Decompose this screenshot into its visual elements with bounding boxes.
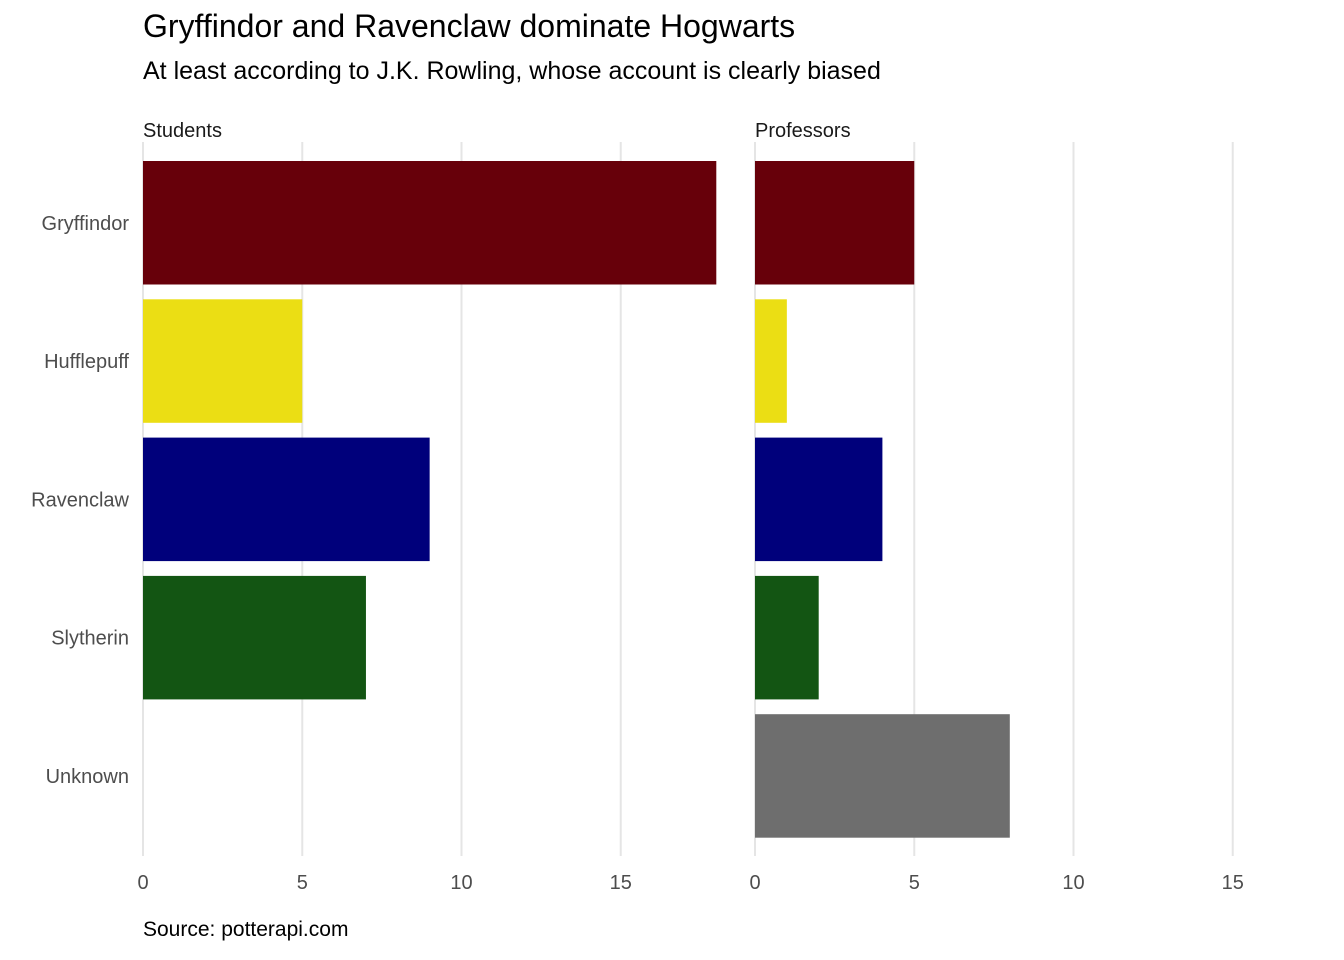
x-tick-label-1-1: 5 — [909, 872, 920, 894]
bar-students-hufflepuff — [143, 299, 303, 423]
panel-label-professors: Professors — [755, 120, 851, 142]
x-tick-label-1-2: 10 — [1062, 872, 1084, 894]
bar-students-ravenclaw — [143, 437, 430, 562]
category-label-gryffindor: Gryffindor — [42, 213, 130, 235]
bar-professors-hufflepuff — [755, 299, 787, 423]
x-tick-label-0-1: 5 — [297, 872, 308, 894]
chart-title: Gryffindor and Ravenclaw dominate Hogwar… — [143, 8, 796, 44]
x-tick-label-1-3: 15 — [1222, 872, 1244, 894]
chart-caption: Source: potterapi.com — [143, 918, 349, 941]
x-tick-label-0-2: 10 — [450, 872, 472, 894]
panel-label-students: Students — [143, 120, 222, 142]
chart-subtitle: At least according to J.K. Rowling, whos… — [143, 57, 881, 85]
category-label-slytherin: Slytherin — [51, 628, 129, 650]
bar-professors-gryffindor — [755, 161, 915, 285]
bar-professors-ravenclaw — [755, 437, 883, 562]
bar-professors-unknown — [755, 714, 1010, 838]
x-tick-label-0-0: 0 — [137, 872, 148, 894]
bar-professors-slytherin — [755, 575, 819, 700]
bar-students-slytherin — [143, 575, 366, 700]
category-label-ravenclaw: Ravenclaw — [31, 489, 129, 511]
category-label-unknown: Unknown — [46, 766, 129, 788]
bar-students-gryffindor — [143, 161, 717, 285]
category-label-hufflepuff: Hufflepuff — [44, 351, 129, 373]
x-tick-label-1-0: 0 — [749, 872, 760, 894]
x-tick-label-0-3: 15 — [610, 872, 632, 894]
